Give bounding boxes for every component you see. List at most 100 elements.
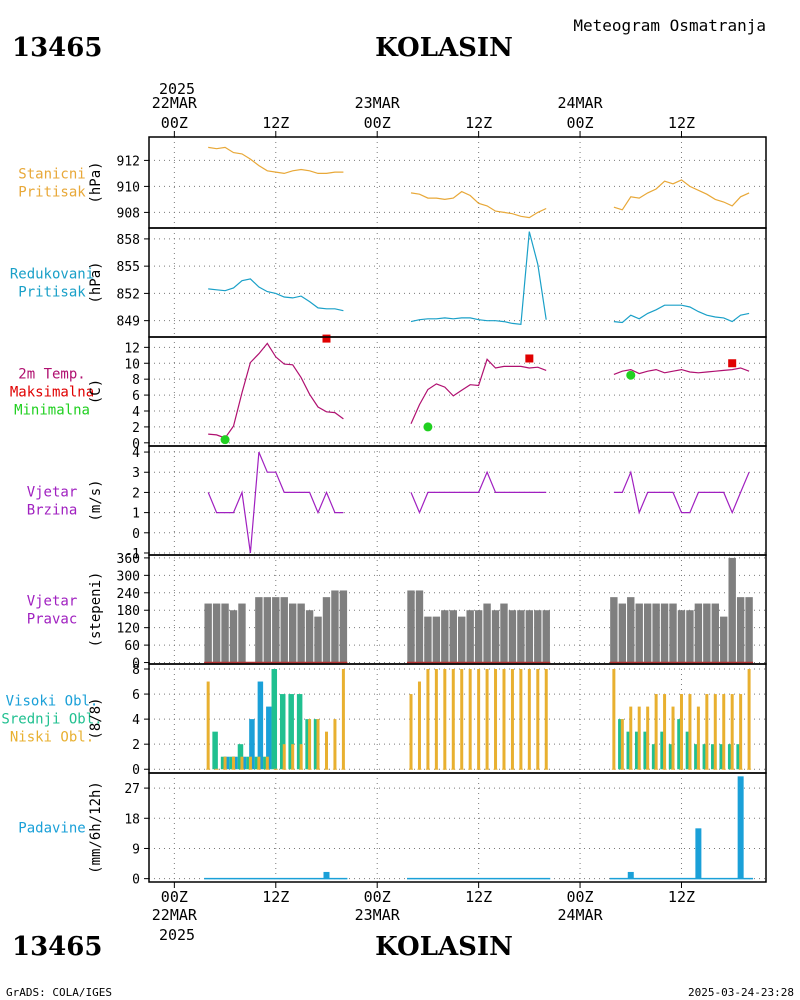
top-hour-label: 12Z <box>465 114 492 132</box>
series-line <box>208 146 344 175</box>
y-tick-label: 908 <box>117 206 140 221</box>
bar-niski <box>502 669 506 770</box>
bar-niski <box>696 706 700 770</box>
bar <box>212 603 221 663</box>
bar <box>695 828 702 879</box>
panel-label: Redukovani <box>10 267 94 283</box>
series-line <box>208 278 344 312</box>
bar-niski <box>443 669 447 770</box>
bar <box>466 610 474 663</box>
bottom-hour-label: 00Z <box>364 888 391 906</box>
bar-niski <box>747 669 751 770</box>
station-name-top: KOLASIN <box>375 33 513 63</box>
y-tick-label: 849 <box>117 315 140 330</box>
panel-label: Vjetar <box>27 485 78 501</box>
unit-label: (hPa) <box>88 161 104 203</box>
marker-max <box>322 334 331 343</box>
y-tick-label: 27 <box>124 782 140 797</box>
bar <box>322 597 331 663</box>
bar <box>331 590 339 663</box>
bar <box>745 597 753 663</box>
bar <box>407 590 415 663</box>
top-hour-label: 00Z <box>161 114 188 132</box>
bar <box>483 603 491 663</box>
bar-niski <box>544 669 548 770</box>
bar-niski <box>291 744 295 770</box>
bar <box>297 603 305 663</box>
series-line <box>410 231 547 325</box>
bar-niski <box>248 756 252 770</box>
bar <box>415 590 424 663</box>
unit-label: (m/s) <box>88 479 104 521</box>
y-tick-label: 6 <box>132 688 140 703</box>
bar-niski <box>612 669 616 770</box>
bar-niski <box>536 669 540 770</box>
marker-min <box>220 435 230 445</box>
panel-label: Padavine <box>18 821 85 837</box>
bar-niski <box>333 719 337 770</box>
y-tick-label: 858 <box>117 233 140 248</box>
y-tick-label: 120 <box>117 622 140 637</box>
bar-niski <box>434 669 438 770</box>
bar <box>288 603 297 663</box>
bar-niski <box>451 669 455 770</box>
bar-niski <box>705 694 709 770</box>
bar-srednji <box>279 694 286 770</box>
bar-niski <box>713 694 717 770</box>
footer-generated: 2025-03-24-23:28 <box>688 986 794 999</box>
station-id-bottom: 13465 <box>12 932 102 962</box>
bar <box>677 610 686 663</box>
series-line <box>410 470 547 515</box>
bar-srednji <box>271 669 278 770</box>
y-tick-label: 60 <box>124 639 140 654</box>
marker-min <box>626 370 636 380</box>
y-tick-label: 0 <box>132 873 140 888</box>
bottom-hour-label: 12Z <box>465 888 492 906</box>
y-tick-label: 2 <box>132 486 140 501</box>
bar <box>534 610 542 663</box>
bar <box>229 610 238 663</box>
bar-niski <box>629 706 633 770</box>
bar-niski <box>426 669 430 770</box>
panel-border <box>148 772 767 883</box>
bottom-year-label: 2025 <box>159 926 195 944</box>
bar-niski <box>468 669 472 770</box>
bar <box>711 603 719 663</box>
panel-label: Pritisak <box>18 185 86 201</box>
bar <box>635 603 643 663</box>
y-tick-label: 0 <box>132 437 140 452</box>
panel-label: Pravac <box>27 612 78 628</box>
bar <box>441 610 449 663</box>
y-tick-label: 240 <box>117 587 140 602</box>
y-tick-label: 2 <box>132 738 140 753</box>
y-tick-label: 18 <box>124 812 140 827</box>
panel-label: Srednji Obl. <box>1 712 102 728</box>
bar-niski <box>223 756 227 770</box>
series-line <box>410 358 547 424</box>
y-tick-label: 3 <box>132 466 140 481</box>
y-tick-label: 855 <box>117 260 140 275</box>
panel-label: Pritisak <box>18 285 86 301</box>
bar-niski <box>409 694 413 770</box>
bar <box>432 616 441 663</box>
bar <box>238 603 246 663</box>
unit-label: (hPa) <box>88 261 104 303</box>
panel-label: Minimalna <box>14 403 90 419</box>
bottom-hour-label: 00Z <box>161 888 188 906</box>
panel-label: 2m Temp. <box>18 367 85 383</box>
bar <box>491 610 500 663</box>
y-tick-label: -1 <box>124 547 140 562</box>
top-hour-label: 12Z <box>262 114 289 132</box>
bar <box>618 603 627 663</box>
y-tick-label: 180 <box>117 604 140 619</box>
bar <box>458 616 466 663</box>
bar <box>660 603 669 663</box>
bottom-date-label: 23MAR <box>355 906 401 924</box>
bar <box>720 616 728 663</box>
bar <box>737 776 744 879</box>
bar <box>703 603 711 663</box>
bar <box>474 610 483 663</box>
